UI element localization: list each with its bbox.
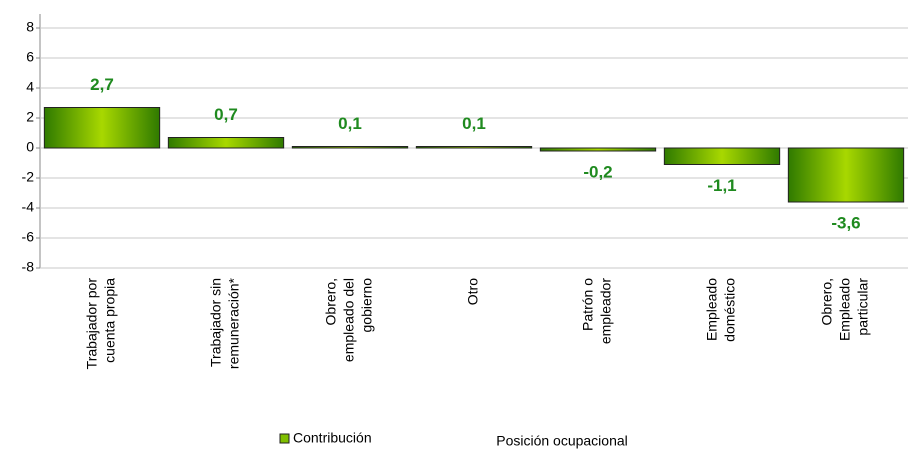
x-tick-label: Trabajador sin — [208, 278, 224, 367]
x-tick-label: empleador — [598, 278, 614, 344]
x-tick-label: gobierno — [359, 278, 375, 333]
y-tick-label: 2 — [26, 109, 34, 125]
x-tick-label: Patrón o — [580, 278, 596, 331]
y-tick-label: -4 — [22, 199, 35, 215]
value-label: 0,1 — [462, 114, 486, 133]
x-tick-label: Empleado — [837, 278, 853, 341]
legend-swatch — [279, 433, 290, 444]
x-tick-label: Obrero, — [323, 278, 339, 325]
y-tick-label: 6 — [26, 49, 34, 65]
x-tick-label: remuneración* — [226, 277, 242, 369]
bar — [167, 137, 285, 149]
y-tick-label: -6 — [22, 229, 35, 245]
x-tick-label: Trabajador por — [84, 278, 100, 370]
bar — [663, 147, 781, 165]
x-tick-label: Empleado — [704, 278, 720, 341]
x-tick-label: Otro — [465, 278, 481, 305]
x-tick-label: empleado del — [341, 278, 357, 362]
value-label: 0,1 — [338, 114, 362, 133]
y-tick-label: 0 — [26, 139, 34, 155]
x-axis-title: Posición ocupacional — [496, 433, 628, 449]
x-tick-label: doméstico — [722, 278, 738, 342]
bar — [291, 146, 409, 149]
bar — [787, 147, 905, 203]
x-tick-label: Obrero, — [819, 278, 835, 325]
value-label: -0,2 — [583, 162, 612, 181]
y-tick-label: 4 — [26, 79, 34, 95]
y-tick-label: 8 — [26, 19, 34, 35]
value-label: -3,6 — [831, 213, 860, 232]
y-tick-label: -2 — [22, 169, 35, 185]
bar — [43, 107, 161, 149]
x-tick-label: cuenta propia — [102, 278, 118, 363]
value-label: -1,1 — [707, 176, 736, 195]
bar — [539, 147, 657, 152]
y-tick-label: -8 — [22, 259, 35, 275]
value-label: 0,7 — [214, 105, 238, 124]
x-tick-label: particular — [855, 278, 871, 336]
legend-label: Contribución — [293, 430, 372, 446]
bar — [415, 146, 533, 149]
value-label: 2,7 — [90, 75, 114, 94]
